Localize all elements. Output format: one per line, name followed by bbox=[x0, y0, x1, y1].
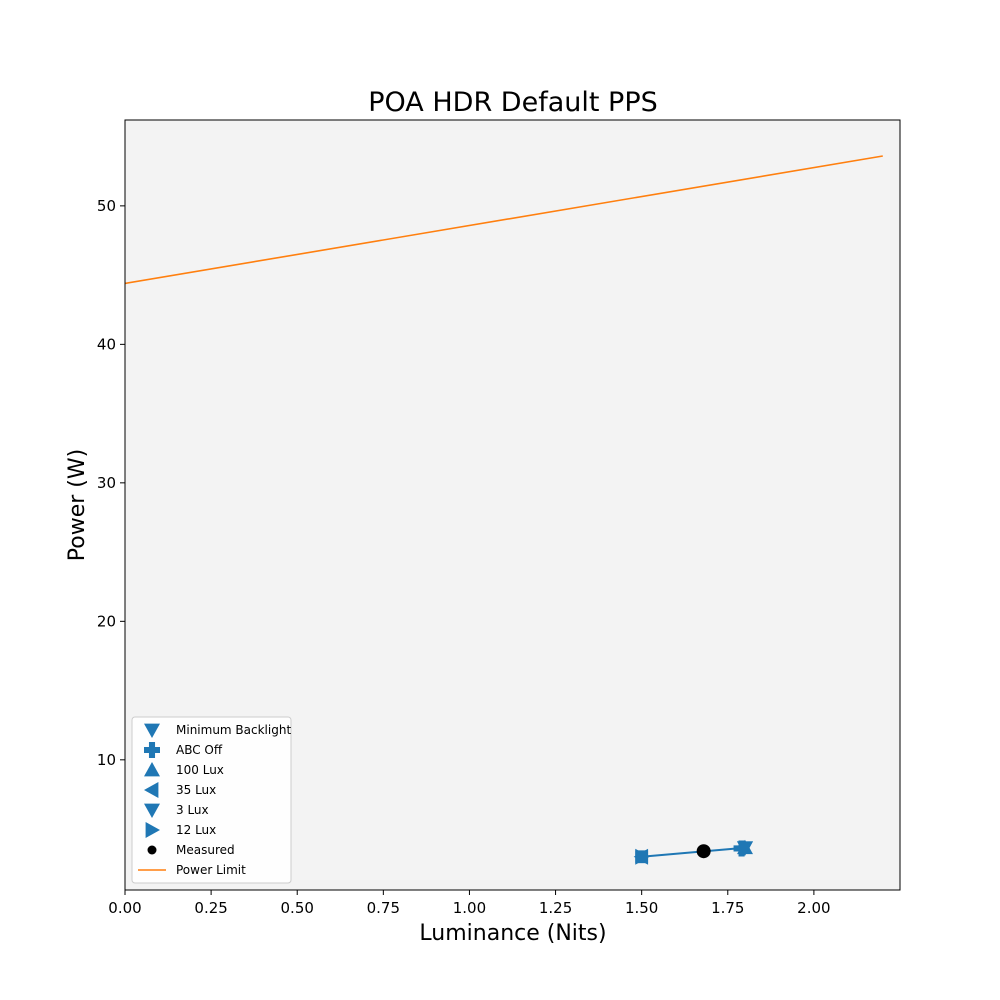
data-point-square bbox=[635, 850, 649, 864]
x-tick-label: 0.25 bbox=[194, 899, 227, 917]
x-tick-label: 0.75 bbox=[367, 899, 400, 917]
legend-swatch-12-lux bbox=[145, 822, 160, 838]
chart-title: POA HDR Default PPS bbox=[368, 87, 658, 118]
legend-label-minimum-backlight: Minimum Backlight bbox=[176, 723, 291, 737]
x-tick-label: 0.50 bbox=[281, 899, 314, 917]
y-tick-label: 50 bbox=[97, 197, 116, 215]
x-tick-label: 1.75 bbox=[711, 899, 744, 917]
series-layer bbox=[633, 839, 753, 865]
legend-swatch-abc-off bbox=[144, 742, 161, 759]
legend-box bbox=[131, 716, 292, 884]
x-tick-label: 0.00 bbox=[108, 899, 141, 917]
power-limit-line bbox=[124, 155, 883, 285]
x-tick-label: 1.00 bbox=[453, 899, 486, 917]
power-limit-layer bbox=[124, 155, 883, 285]
y-tick-label: 10 bbox=[97, 751, 116, 769]
legend-swatch-100-lux bbox=[144, 762, 160, 777]
legend-label-3-lux: 3 Lux bbox=[176, 803, 209, 817]
legend-label-abc-off: ABC Off bbox=[176, 743, 223, 757]
plot-frame bbox=[124, 119, 901, 891]
y-tick-label: 40 bbox=[97, 335, 116, 353]
x-tick-label: 1.50 bbox=[625, 899, 658, 917]
legend-label-35-lux: 35 Lux bbox=[176, 783, 216, 797]
data-point-3-lux bbox=[737, 841, 753, 856]
data-point-measured bbox=[696, 844, 711, 859]
y-axis-ticks: 10 20 30 40 50 bbox=[97, 197, 125, 769]
y-axis-title: Power (W) bbox=[65, 449, 90, 561]
x-tick-label: 2.00 bbox=[797, 899, 830, 917]
legend-label-100-lux: 100 Lux bbox=[176, 763, 224, 777]
x-axis-title: Luminance (Nits) bbox=[419, 921, 606, 946]
legend-swatch-35-lux bbox=[144, 782, 159, 798]
y-tick-label: 30 bbox=[97, 474, 116, 492]
legend-swatch-minimum-backlight bbox=[144, 723, 160, 738]
legend: Minimum Backlight ABC Off 100 Lux 35 Lux 3 L… bbox=[131, 716, 292, 884]
x-tick-label: 1.25 bbox=[539, 899, 572, 917]
x-axis-ticks: 0.00 0.25 0.50 0.75 1.00 1.25 1.50 1.75 2.00 bbox=[108, 890, 831, 917]
legend-label-measured: Measured bbox=[176, 843, 235, 857]
y-tick-label: 20 bbox=[97, 612, 116, 630]
legend-label-12-lux: 12 Lux bbox=[176, 823, 216, 837]
legend-label-power-limit: Power Limit bbox=[176, 863, 246, 877]
series-connecting-line bbox=[641, 846, 746, 858]
legend-swatch-3-lux bbox=[144, 803, 160, 818]
legend-swatch-measured bbox=[147, 845, 157, 855]
